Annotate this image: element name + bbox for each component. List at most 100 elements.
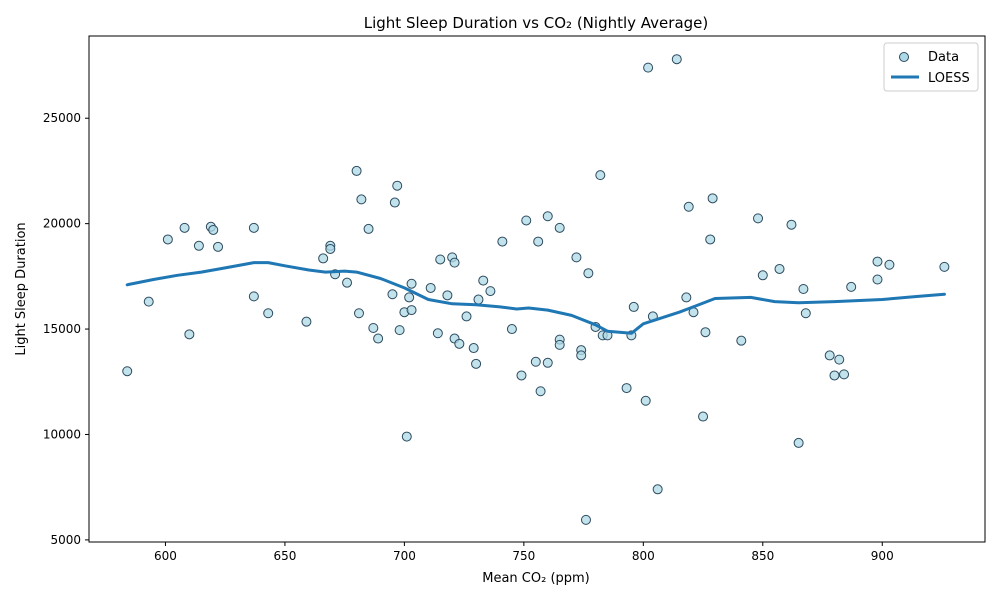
chart-title: Light Sleep Duration vs CO₂ (Nightly Ave… (364, 14, 709, 32)
data-point (576, 350, 587, 361)
data-point (461, 311, 472, 322)
data-point (497, 236, 508, 247)
data-point (736, 335, 747, 346)
data-point (583, 268, 594, 279)
legend: Data LOESS (883, 42, 979, 92)
data-point (342, 277, 353, 288)
data-point (248, 291, 259, 302)
data-point (580, 514, 591, 525)
data-point (521, 215, 532, 226)
data-point (406, 278, 417, 289)
data-point (143, 296, 154, 307)
data-point (356, 194, 367, 205)
data-point (318, 253, 329, 264)
data-point (705, 234, 716, 245)
data-point (595, 170, 606, 181)
data-point (554, 222, 565, 233)
data-point (652, 484, 663, 495)
data-point (454, 338, 465, 349)
data-point (449, 257, 460, 268)
data-point (406, 305, 417, 316)
data-point (179, 222, 190, 233)
data-point (425, 282, 436, 293)
data-point (846, 281, 857, 292)
data-point (468, 343, 479, 354)
data-point (683, 201, 694, 212)
data-point (671, 54, 682, 65)
data-point (363, 223, 374, 234)
legend-label-data: Data (928, 50, 959, 65)
data-point (516, 370, 527, 381)
data-point (442, 290, 453, 301)
data-point (373, 333, 384, 344)
x-tick-label: 650 (273, 549, 296, 563)
x-axis: 600 650 700 750 800 850 900 (154, 542, 894, 563)
x-tick-label: 700 (393, 549, 416, 563)
data-point (263, 308, 274, 319)
data-point (162, 234, 173, 245)
y-axis-label: Light Sleep Duration (14, 222, 29, 355)
data-point (506, 324, 517, 335)
data-point (353, 308, 364, 319)
data-point (542, 357, 553, 368)
data-point (485, 286, 496, 297)
data-point (392, 180, 403, 191)
data-point (351, 165, 362, 176)
x-tick-label: 900 (871, 549, 894, 563)
data-point (471, 358, 482, 369)
data-point (432, 328, 443, 339)
data-point (698, 411, 709, 422)
data-point (389, 197, 400, 208)
y-axis: 5000 10000 15000 20000 25000 (43, 111, 89, 547)
data-point (571, 252, 582, 263)
data-point (301, 316, 312, 327)
data-point (387, 289, 398, 300)
legend-label-loess: LOESS (928, 71, 970, 86)
data-point (707, 193, 718, 204)
data-point (404, 292, 415, 303)
data-point (939, 261, 950, 272)
data-point (542, 211, 553, 222)
data-point (753, 213, 764, 224)
data-point (184, 329, 195, 340)
data-point (757, 270, 768, 281)
y-tick-label: 10000 (43, 427, 81, 441)
data-point (530, 356, 541, 367)
data-point (681, 292, 692, 303)
data-point (834, 354, 845, 365)
data-point (213, 241, 224, 252)
data-point (535, 386, 546, 397)
data-point (793, 437, 804, 448)
data-point (394, 325, 405, 336)
data-point (122, 366, 133, 377)
x-tick-label: 600 (154, 549, 177, 563)
data-point (786, 219, 797, 230)
data-point (208, 224, 219, 235)
data-point (640, 395, 651, 406)
data-point (473, 294, 484, 305)
x-tick-label: 800 (632, 549, 655, 563)
data-point (829, 370, 840, 381)
data-point (700, 327, 711, 338)
loess-line (125, 261, 946, 335)
y-tick-label: 25000 (43, 111, 81, 125)
data-point (435, 254, 446, 265)
data-point (884, 259, 895, 270)
data-point (533, 236, 544, 247)
data-point (800, 308, 811, 319)
data-point (798, 284, 809, 294)
y-tick-label: 20000 (43, 217, 81, 231)
data-point (401, 431, 412, 442)
legend-data-marker (899, 52, 909, 62)
data-point (872, 274, 883, 285)
data-point (621, 383, 632, 394)
data-point (839, 369, 850, 380)
data-point (325, 243, 336, 254)
data-point (774, 263, 785, 274)
x-tick-label: 750 (512, 549, 535, 563)
data-point (193, 240, 204, 251)
data-point (628, 301, 639, 312)
data-point (824, 350, 835, 361)
